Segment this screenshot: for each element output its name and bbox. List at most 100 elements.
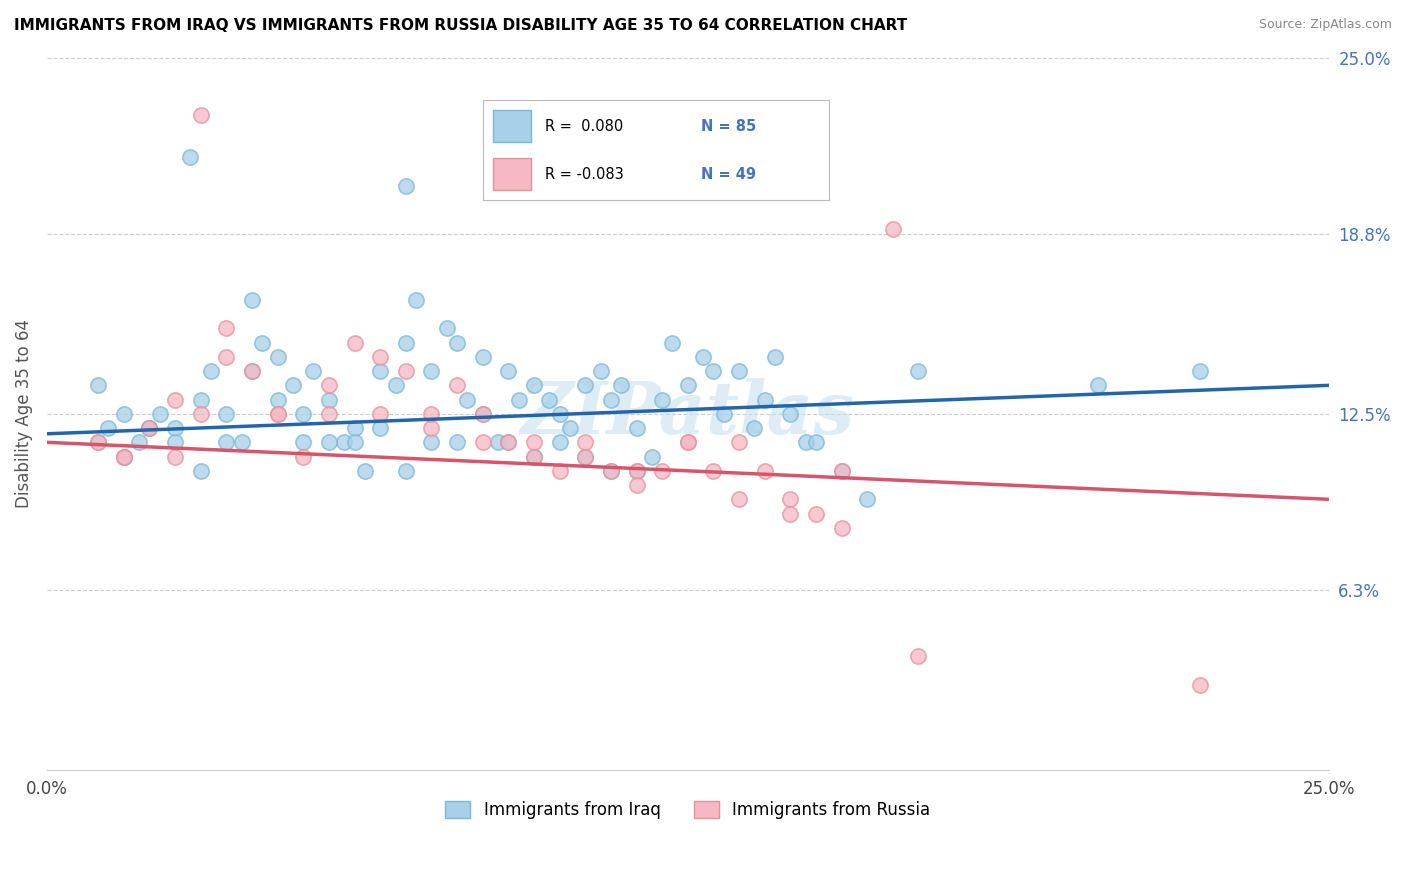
Point [1189, 364, 1212, 378]
Point [266, 407, 288, 421]
Point [523, 378, 546, 392]
Point [190, 392, 212, 407]
Point [240, 364, 263, 378]
Point [523, 435, 546, 450]
Point [149, 407, 172, 421]
Point [368, 407, 391, 421]
Point [446, 378, 468, 392]
Point [112, 450, 135, 464]
Point [343, 421, 366, 435]
Point [548, 464, 571, 478]
Point [779, 407, 801, 421]
Point [281, 378, 304, 392]
Point [641, 450, 664, 464]
Point [882, 221, 904, 235]
Point [318, 435, 340, 450]
Point [702, 364, 724, 378]
Point [353, 464, 375, 478]
Point [179, 150, 201, 164]
Point [384, 378, 406, 392]
Point [523, 450, 546, 464]
Point [436, 321, 458, 335]
Point [215, 321, 238, 335]
Point [754, 392, 776, 407]
Point [907, 364, 929, 378]
Point [87, 435, 110, 450]
Point [804, 507, 827, 521]
Point [831, 464, 853, 478]
Point [190, 108, 212, 122]
Point [456, 392, 478, 407]
Point [87, 378, 110, 392]
Point [215, 435, 238, 450]
Point [252, 335, 274, 350]
Point [626, 464, 648, 478]
Point [395, 178, 418, 193]
Point [97, 421, 120, 435]
Point [446, 335, 468, 350]
Point [420, 364, 443, 378]
Point [395, 364, 418, 378]
Point [498, 435, 520, 450]
Point [907, 648, 929, 663]
Point [728, 364, 751, 378]
Point [333, 435, 356, 450]
Point [779, 507, 801, 521]
Point [548, 435, 571, 450]
Point [112, 450, 135, 464]
Point [446, 435, 468, 450]
Point [702, 464, 724, 478]
Point [676, 435, 699, 450]
Point [486, 435, 509, 450]
Point [713, 407, 735, 421]
Point [498, 364, 520, 378]
Point [343, 335, 366, 350]
Point [538, 392, 561, 407]
Point [420, 421, 443, 435]
Point [804, 435, 827, 450]
Point [292, 435, 315, 450]
Point [368, 364, 391, 378]
Point [128, 435, 150, 450]
Point [728, 492, 751, 507]
Point [676, 435, 699, 450]
Y-axis label: Disability Age 35 to 64: Disability Age 35 to 64 [15, 319, 32, 508]
Point [574, 450, 596, 464]
Point [626, 478, 648, 492]
Point [165, 435, 187, 450]
Point [420, 435, 443, 450]
Point [318, 378, 340, 392]
Point [240, 293, 263, 307]
Point [831, 464, 853, 478]
Point [471, 435, 494, 450]
Point [626, 421, 648, 435]
Point [138, 421, 160, 435]
Point [138, 421, 160, 435]
Point [368, 421, 391, 435]
Point [1189, 677, 1212, 691]
Point [599, 464, 621, 478]
Point [240, 364, 263, 378]
Point [558, 421, 581, 435]
Point [676, 378, 699, 392]
Point [215, 350, 238, 364]
Point [763, 350, 786, 364]
Point [138, 421, 160, 435]
Point [292, 450, 315, 464]
Point [661, 335, 683, 350]
Point [651, 392, 673, 407]
Point [626, 464, 648, 478]
Point [292, 407, 315, 421]
Point [471, 407, 494, 421]
Point [266, 392, 288, 407]
Point [395, 335, 418, 350]
Point [574, 450, 596, 464]
Point [471, 350, 494, 364]
Legend: Immigrants from Iraq, Immigrants from Russia: Immigrants from Iraq, Immigrants from Ru… [439, 794, 936, 826]
Point [508, 392, 530, 407]
Point [831, 521, 853, 535]
Point [856, 492, 879, 507]
Point [405, 293, 427, 307]
Point [343, 435, 366, 450]
Text: IMMIGRANTS FROM IRAQ VS IMMIGRANTS FROM RUSSIA DISABILITY AGE 35 TO 64 CORRELATI: IMMIGRANTS FROM IRAQ VS IMMIGRANTS FROM … [14, 18, 907, 33]
